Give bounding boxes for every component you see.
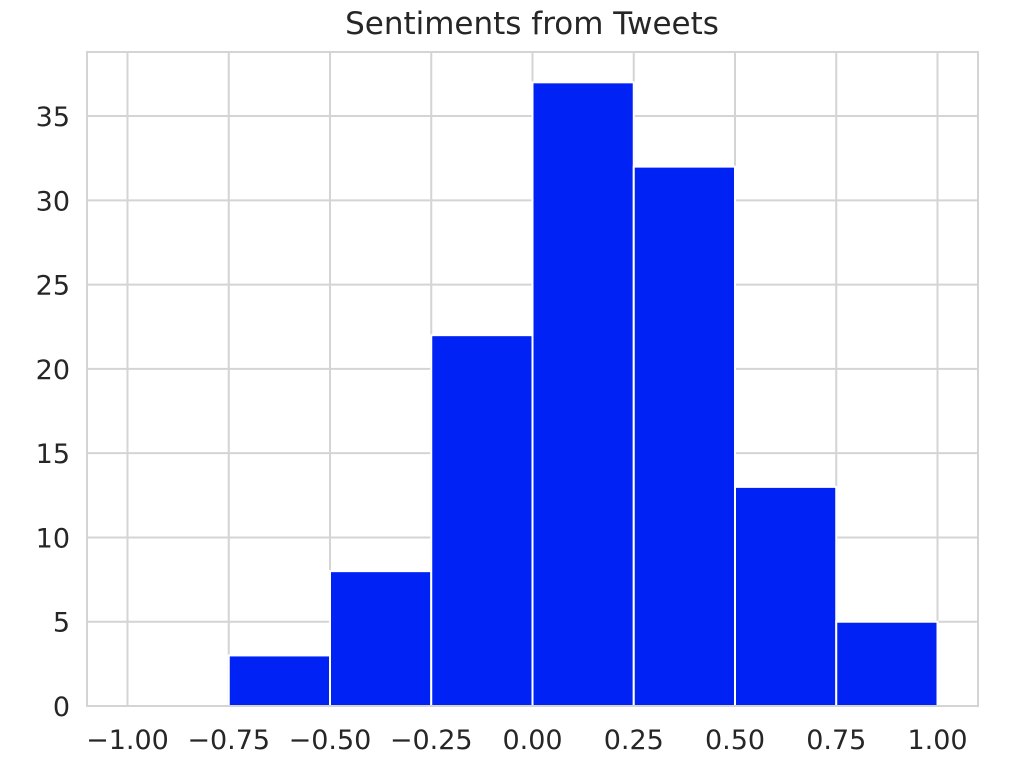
y-tick-label-1: 5 [53, 608, 70, 639]
y-tick-labels: 0 5 10 15 20 25 30 35 [36, 102, 70, 723]
x-tick-label-7: 0.75 [806, 725, 866, 756]
histogram-bar-0 [227, 654, 331, 707]
x-tick-label-5: 0.25 [604, 725, 664, 756]
y-tick-label-0: 0 [53, 692, 70, 723]
histogram-bar-1 [329, 570, 433, 708]
x-tick-label-0: −1.00 [86, 725, 169, 756]
x-tick-label-8: 1.00 [907, 725, 967, 756]
x-tick-labels: −1.00 −0.75 −0.50 −0.25 0.00 0.25 0.50 0.75 1.00 [86, 725, 967, 756]
histogram-bar-6 [835, 620, 939, 708]
y-tick-label-3: 15 [36, 439, 70, 470]
x-tick-label-1: −0.75 [187, 725, 270, 756]
histogram-bar-5 [734, 485, 838, 707]
histogram-bar-3 [531, 81, 635, 707]
y-tick-label-4: 20 [36, 355, 70, 386]
chart-title: Sentiments from Tweets [345, 6, 719, 42]
plot-frame [86, 51, 979, 707]
x-tick-label-2: −0.50 [289, 725, 372, 756]
y-tick-label-7: 35 [36, 102, 70, 133]
x-tick-label-3: −0.25 [390, 725, 473, 756]
histogram-bar-2 [430, 334, 534, 707]
y-tick-label-5: 25 [36, 271, 70, 302]
x-tick-label-4: 0.00 [502, 725, 562, 756]
x-tick-label-6: 0.50 [705, 725, 765, 756]
y-tick-label-6: 30 [36, 186, 70, 217]
y-tick-label-2: 10 [36, 523, 70, 554]
histogram-bars [227, 81, 939, 708]
histogram-bar-4 [632, 165, 736, 708]
